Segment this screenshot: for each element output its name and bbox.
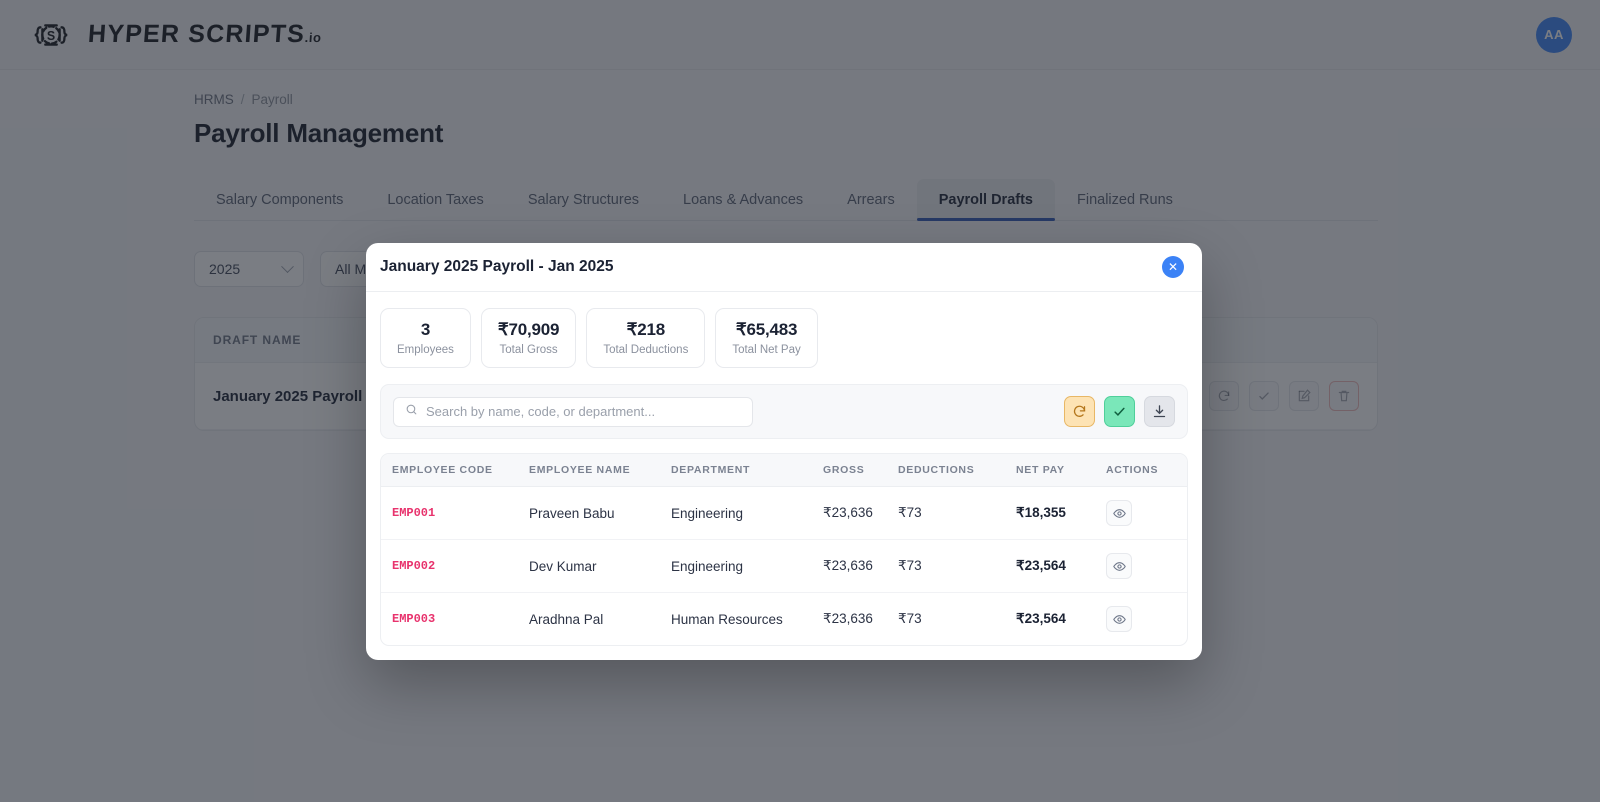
summary-stats: 3 Employees ₹70,909 Total Gross ₹218 Tot… <box>380 308 1188 368</box>
deductions: ₹73 <box>898 558 922 573</box>
refresh-icon[interactable] <box>1064 396 1095 427</box>
stat-label: Total Net Pay <box>732 344 801 356</box>
department: Engineering <box>671 558 744 574</box>
stat-total-deductions: ₹218 Total Deductions <box>586 308 706 368</box>
gross: ₹23,636 <box>823 611 873 626</box>
search-icon <box>405 403 418 421</box>
stat-value: ₹65,483 <box>735 320 798 339</box>
net-pay: ₹23,564 <box>1016 611 1066 626</box>
modal-title: January 2025 Payroll - Jan 2025 <box>380 258 614 275</box>
column-actions: ACTIONS <box>1106 464 1159 476</box>
stat-label: Employees <box>397 344 454 356</box>
payroll-detail-modal: January 2025 Payroll - Jan 2025 ✕ 3 Empl… <box>366 243 1202 660</box>
gross: ₹23,636 <box>823 505 873 520</box>
stat-total-gross: ₹70,909 Total Gross <box>480 308 577 368</box>
stat-value: 3 <box>420 320 431 339</box>
employee-code: EMP001 <box>392 506 436 520</box>
table-row[interactable]: EMP001 Praveen Babu Engineering ₹23,636 … <box>381 487 1187 540</box>
download-icon[interactable] <box>1144 396 1175 427</box>
eye-icon[interactable] <box>1106 500 1132 526</box>
row-action-cell <box>1106 606 1187 632</box>
column-deductions: DEDUCTIONS <box>898 464 975 476</box>
stat-total-net-pay: ₹65,483 Total Net Pay <box>715 308 818 368</box>
column-employee-code: EMPLOYEE CODE <box>392 464 493 476</box>
stat-label: Total Deductions <box>603 344 689 356</box>
eye-icon[interactable] <box>1106 553 1132 579</box>
column-net-pay: NET PAY <box>1016 464 1065 476</box>
column-department: DEPARTMENT <box>671 464 751 476</box>
department: Engineering <box>671 505 744 521</box>
net-pay: ₹23,564 <box>1016 558 1066 573</box>
stat-employees: 3 Employees <box>380 308 471 368</box>
table-row[interactable]: EMP003 Aradhna Pal Human Resources ₹23,6… <box>381 593 1187 645</box>
employee-name: Praveen Babu <box>529 505 615 521</box>
deductions: ₹73 <box>898 611 922 626</box>
modal-body: 3 Employees ₹70,909 Total Gross ₹218 Tot… <box>366 292 1202 660</box>
employee-payroll-table: EMPLOYEE CODE EMPLOYEE NAME DEPARTMENT G… <box>380 453 1188 646</box>
search-box[interactable] <box>393 396 753 427</box>
eye-icon[interactable] <box>1106 606 1132 632</box>
column-gross: GROSS <box>823 464 865 476</box>
stat-value: ₹218 <box>626 320 666 339</box>
department: Human Resources <box>671 611 783 627</box>
table-row[interactable]: EMP002 Dev Kumar Engineering ₹23,636 ₹73… <box>381 540 1187 593</box>
row-action-cell <box>1106 553 1187 579</box>
stat-label: Total Gross <box>499 344 558 356</box>
employee-name: Dev Kumar <box>529 558 597 574</box>
search-input[interactable] <box>426 404 741 419</box>
table-header-row: EMPLOYEE CODE EMPLOYEE NAME DEPARTMENT G… <box>381 454 1187 487</box>
net-pay: ₹18,355 <box>1016 505 1066 520</box>
employee-code: EMP003 <box>392 612 436 626</box>
deductions: ₹73 <box>898 505 922 520</box>
modal-toolbar <box>380 384 1188 439</box>
modal-header: January 2025 Payroll - Jan 2025 ✕ <box>366 243 1202 292</box>
check-icon[interactable] <box>1104 396 1135 427</box>
toolbar-actions <box>1064 396 1175 427</box>
gross: ₹23,636 <box>823 558 873 573</box>
column-employee-name: EMPLOYEE NAME <box>529 464 631 476</box>
row-action-cell <box>1106 500 1187 526</box>
employee-name: Aradhna Pal <box>529 611 604 627</box>
employee-code: EMP002 <box>392 559 436 573</box>
stat-value: ₹70,909 <box>497 320 560 339</box>
close-icon[interactable]: ✕ <box>1162 256 1184 278</box>
